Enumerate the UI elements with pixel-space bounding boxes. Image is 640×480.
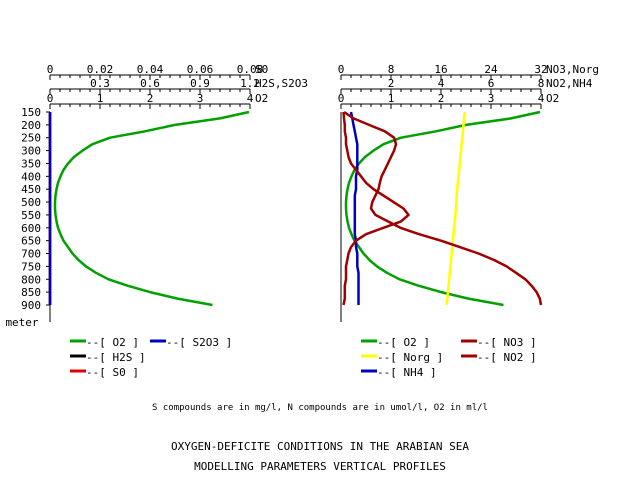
panel-1-axis-0-label: NO3,Norg <box>546 63 599 76</box>
depth-tick-label-14: 850 <box>21 286 41 299</box>
panel-0-axis-1-tick-label-2: 0.9 <box>190 77 210 90</box>
title-line-2: MODELLING PARAMETERS VERTICAL PROFILES <box>194 460 446 473</box>
depth-tick-label-12: 750 <box>21 260 41 273</box>
panel-0-axis-0-label: S0 <box>255 63 268 76</box>
panel-0-axis-2-tick-label-1: 1 <box>97 92 104 105</box>
panel-1-line-norg <box>445 111 467 306</box>
units-note: S compounds are in mg/l, N compounds are… <box>152 403 488 413</box>
legend-label-0-3: --[ S2O3 ] <box>166 336 232 349</box>
depth-tick-label-11: 700 <box>21 248 41 261</box>
left-panel-series <box>48 110 250 307</box>
panel-1-axis-2-label: O2 <box>546 92 559 105</box>
panel-0-axis-2-label: O2 <box>255 92 268 105</box>
panel-0-axis-1-label: H2S,S2O3 <box>255 77 308 90</box>
panel-1-line-no3 <box>343 110 543 306</box>
panel-1-axis-1-label: NO2,NH4 <box>546 77 593 90</box>
panel-0-axis-0-tick-label-4: 0.08 <box>237 63 264 76</box>
panel-0-line-o2 <box>53 110 250 307</box>
depth-tick-label-2: 250 <box>21 132 41 145</box>
depth-tick-label-8: 550 <box>21 209 41 222</box>
panel-1-axis-2-tick-label-1: 1 <box>388 92 395 105</box>
panel-0-axis-0-tick-label-2: 0.04 <box>137 63 164 76</box>
panel-0-axis-0-tick-label-3: 0.06 <box>187 63 214 76</box>
depth-tick-label-4: 350 <box>21 157 41 170</box>
legend-label-1-4: --[ NO2 ] <box>477 351 537 364</box>
panel-1-axis-0-tick-label-0: 0 <box>338 63 345 76</box>
panel-0-axis-1-tick-label-3: 1.2 <box>240 77 260 90</box>
depth-tick-label-5: 400 <box>21 170 41 183</box>
legend-label-1-0: --[ O2 ] <box>377 336 430 349</box>
depth-tick-label-13: 800 <box>21 273 41 286</box>
legend-label-1-2: --[ NH4 ] <box>377 366 437 379</box>
legends: --[ O2 ] --[ H2S ] --[ S0 ] --[ S2O3 ] --[ O… <box>70 336 537 379</box>
title-line-1: OXYGEN-DEFICITE CONDITIONS IN THE ARABIA… <box>171 440 469 453</box>
panel-0-axis-1-tick-label-0: 0.3 <box>90 77 110 90</box>
depth-tick-label-15: 900 <box>21 299 41 312</box>
depth-unit-label: meter <box>5 316 38 329</box>
panel-1-axis-0-tick-label-4: 32 <box>534 63 547 76</box>
legend-label-1-3: --[ NO3 ] <box>477 336 537 349</box>
right-panel-series <box>342 110 543 307</box>
depth-tick-label-10: 650 <box>21 235 41 248</box>
panel-0-axis-2-tick-label-4: 4 <box>247 92 254 105</box>
panel-1-axis-1-tick-label-2: 6 <box>488 77 495 90</box>
panel-0-axis-2-tick-label-0: 0 <box>47 92 54 105</box>
panel-1-line-o2 <box>344 110 541 307</box>
panel-1-axis-2-tick-label-0: 0 <box>338 92 345 105</box>
panel-1-axis-0-tick-label-3: 24 <box>484 63 498 76</box>
panel-1-axis-2-tick-label-4: 4 <box>538 92 545 105</box>
legend-label-0-0: --[ O2 ] <box>86 336 139 349</box>
panel-0-axis-2-tick-label-3: 3 <box>197 92 204 105</box>
panel-1-axis-2-tick-label-2: 2 <box>438 92 445 105</box>
panel-1-axis-2-tick-label-3: 3 <box>488 92 495 105</box>
depth-tick-label-9: 600 <box>21 222 41 235</box>
depth-tick-label-1: 200 <box>21 119 41 132</box>
panel-1-axis-1-tick-label-0: 2 <box>388 77 395 90</box>
panel-0-axis-0-tick-label-0: 0 <box>47 63 54 76</box>
panel-0-axis-2-tick-label-2: 2 <box>147 92 154 105</box>
panel-1-line-no2 <box>342 111 410 306</box>
depth-axis: 1502002503003504004505005506006507007508… <box>5 106 41 329</box>
legend-label-0-1: --[ H2S ] <box>86 351 146 364</box>
panel-0-axis-1-tick-label-1: 0.6 <box>140 77 160 90</box>
depth-tick-label-0: 150 <box>21 106 41 119</box>
panel-1-axis-1-tick-label-1: 4 <box>438 77 445 90</box>
panel-1-line-nh4 <box>349 111 360 305</box>
panel-1-axis-0-tick-label-2: 16 <box>434 63 447 76</box>
panel-1-axis-0-tick-label-1: 8 <box>388 63 395 76</box>
legend-label-0-2: --[ S0 ] <box>86 366 139 379</box>
depth-tick-label-7: 500 <box>21 196 41 209</box>
depth-tick-label-3: 300 <box>21 145 41 158</box>
panel-0-axis-0-tick-label-1: 0.02 <box>87 63 114 76</box>
legend-label-1-1: --[ Norg ] <box>377 351 443 364</box>
depth-tick-label-6: 450 <box>21 183 41 196</box>
panel-1-axis-1-tick-label-3: 8 <box>538 77 545 90</box>
